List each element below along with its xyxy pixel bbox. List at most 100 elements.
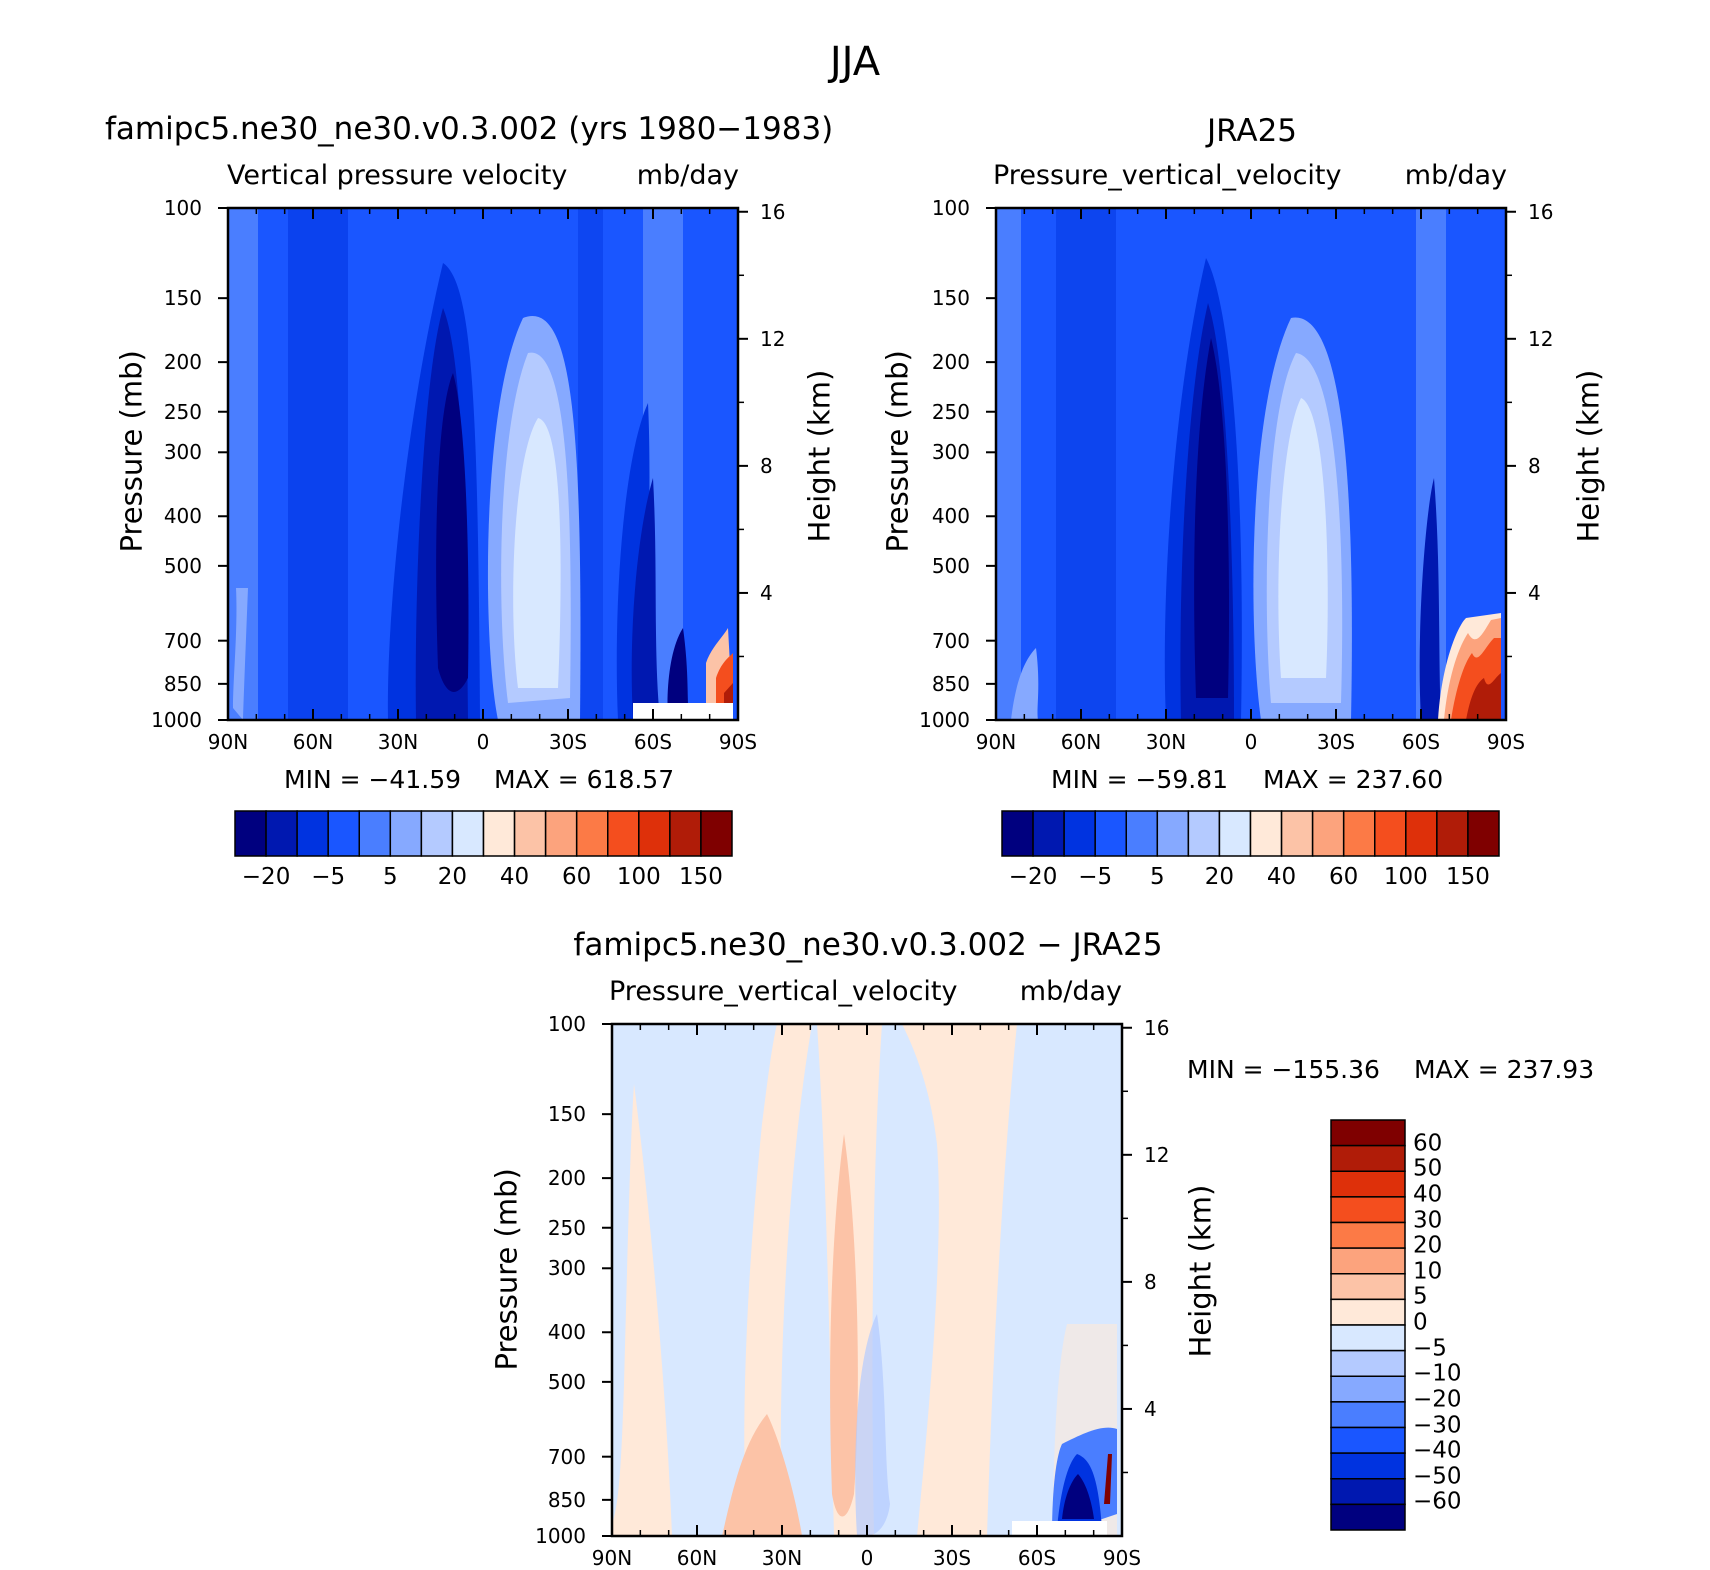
panel1-max-label: MAX = 618.57 xyxy=(494,765,675,794)
panel3-ytick-label: 1000 xyxy=(535,1524,586,1548)
panel1-contour-13 xyxy=(667,628,690,720)
panel3-colorbar-swatch-5 xyxy=(1330,1247,1406,1275)
panel2-xtick-label: 60N xyxy=(1060,730,1102,754)
panel3-title: famipc5.ne30_ne30.v0.3.002 − JRA25 xyxy=(573,927,1163,963)
panel2-colorbar-label: 40 xyxy=(1266,864,1297,890)
panel2-colorbar-label: −20 xyxy=(1008,864,1058,890)
panel3-ytick-label: 500 xyxy=(547,1369,586,1394)
panel2-colorbar-swatch-8 xyxy=(1249,810,1283,857)
panel1-contour-10 xyxy=(513,418,561,688)
panel1-colorbar-label: 5 xyxy=(382,864,398,890)
panel1-colorbar-swatch-3 xyxy=(327,810,360,857)
panel1-xtick-label: 60N xyxy=(292,730,334,754)
panel1-xtick-label: 90N xyxy=(207,730,249,754)
panel1-ytick-label: 700 xyxy=(163,628,202,653)
panel3-ytick-label: 150 xyxy=(547,1102,586,1127)
panel1-ytick-label: 400 xyxy=(163,504,202,529)
panel3-colorbar-label: 40 xyxy=(1413,1181,1443,1208)
panel1-colorbar-swatch-10 xyxy=(544,810,578,857)
panel3-colorbar-label: 30 xyxy=(1413,1207,1443,1233)
panel2-contour-14 xyxy=(1466,673,1501,720)
panel1-ytick-label: 100 xyxy=(163,196,202,220)
panel1-colorbar-swatch-8 xyxy=(482,810,516,857)
panel1-contour-17 xyxy=(633,703,733,720)
panel2-colorbar-label: 20 xyxy=(1204,864,1235,890)
panel3-yrtick-label: 8 xyxy=(1144,1269,1157,1294)
panel1-xtick-label: 30N xyxy=(377,730,419,754)
panel2-subtitle-right: mb/day xyxy=(1404,160,1507,191)
panel1-subtitle-right: mb/day xyxy=(636,160,739,191)
panel3-xtick-label: 30S xyxy=(932,1546,972,1570)
panel3-colorbar-swatch-10 xyxy=(1330,1375,1406,1403)
panel1-min-label: MIN = −41.59 xyxy=(284,765,462,794)
panel1-colorbar-swatch-7 xyxy=(451,810,485,857)
panel2-y-axis-label: Pressure (mb) xyxy=(880,350,915,553)
panel3-ytick-label: 850 xyxy=(547,1487,586,1512)
panel1-colorbar-swatch-9 xyxy=(513,810,547,857)
panel3-colorbar-swatch-9 xyxy=(1330,1349,1406,1377)
panel2-colorbar-swatch-14 xyxy=(1436,810,1469,857)
panel2-colorbar-swatch-13 xyxy=(1405,810,1438,857)
panel2-colorbar-label: 100 xyxy=(1383,864,1428,890)
panel2-colorbar-swatch-12 xyxy=(1374,810,1407,857)
panel2-contour-6 xyxy=(1194,338,1230,698)
panel1-plot xyxy=(218,206,748,722)
panel3-colorbar-label: 20 xyxy=(1413,1232,1443,1259)
panel2-ytick-label: 100 xyxy=(931,196,970,220)
panel2-max-label: MAX = 237.60 xyxy=(1263,765,1444,794)
panel3-ytick-label: 700 xyxy=(547,1444,586,1469)
panel3-colorbar-swatch-13 xyxy=(1330,1452,1406,1480)
panel2-colorbar-swatch-3 xyxy=(1094,810,1127,857)
panel1-ytick-label: 1000 xyxy=(151,708,202,732)
panel2-ytick-label: 200 xyxy=(931,350,970,375)
panel1-colorbar-swatch-15 xyxy=(700,810,733,857)
panel1-ytick-label: 250 xyxy=(163,399,202,424)
panel3-colorbar-label: 50 xyxy=(1413,1155,1443,1182)
panel2-contour-2 xyxy=(996,208,1021,720)
panel1-ytick-label: 500 xyxy=(163,553,202,578)
panel3-contour-11 xyxy=(1104,1454,1112,1504)
panel2-colorbar-swatch-5 xyxy=(1156,810,1190,857)
panel3-yrtick-label: 12 xyxy=(1144,1142,1170,1167)
panel3-xtick-label: 30N xyxy=(761,1546,803,1570)
panel3-colorbar-label: −60 xyxy=(1413,1488,1462,1515)
panel2-ytick-label: 1000 xyxy=(919,708,970,732)
panel1-colorbar-swatch-11 xyxy=(575,810,609,857)
panel2-contour-0 xyxy=(1056,208,1116,720)
panel2-ytick-label: 850 xyxy=(931,671,970,696)
panel3-colorbar-swatch-14 xyxy=(1330,1478,1406,1506)
panel2-ytick-label: 150 xyxy=(931,286,970,311)
panel2-colorbar-swatch-1 xyxy=(1032,810,1065,857)
panel1-yrtick-label: 4 xyxy=(760,580,773,605)
panel2-contour-10 xyxy=(1419,478,1441,720)
panel1-contour-3 xyxy=(578,208,603,720)
panel1-colorbar-swatch-13 xyxy=(638,810,671,857)
panel3-contour-3 xyxy=(902,1024,1017,1536)
panel2-title: JRA25 xyxy=(1206,113,1298,149)
panel2-colorbar-swatch-10 xyxy=(1311,810,1345,857)
panel1-y-axis-label: Pressure (mb) xyxy=(114,350,149,553)
panel1-colorbar-swatch-1 xyxy=(265,810,298,857)
panel3-colorbar-label: −10 xyxy=(1413,1360,1462,1387)
panel2-contour-9 xyxy=(1278,398,1328,678)
panel2-xtick-label: 60S xyxy=(1401,730,1441,754)
figure-title: JJA xyxy=(829,39,881,85)
panel2-colorbar-swatch-6 xyxy=(1187,810,1221,857)
panel2-colorbar-label: 60 xyxy=(1329,864,1359,890)
panel3-contour-0 xyxy=(612,1084,672,1536)
panel3-contour-7 xyxy=(855,1314,890,1536)
panel3-plot xyxy=(602,1022,1132,1538)
panel2-colorbar xyxy=(1001,810,1500,857)
panel1-colorbar-label: 60 xyxy=(562,864,592,890)
panel1-yrtick-label: 8 xyxy=(760,453,773,478)
panel3-subtitle-left: Pressure_vertical_velocity xyxy=(609,976,958,1007)
panel3-y-axis-label: Pressure (mb) xyxy=(489,1168,524,1371)
panel3-colorbar xyxy=(1330,1119,1406,1531)
panel1-ytick-label: 300 xyxy=(163,440,202,465)
panel3-ytick-label: 400 xyxy=(547,1320,586,1345)
panel1-xtick-label: 0 xyxy=(476,730,490,754)
panel1-xtick-label: 30S xyxy=(548,730,588,754)
panel3-colorbar-label: 0 xyxy=(1413,1309,1428,1336)
panel2-xtick-label: 0 xyxy=(1244,730,1258,754)
panel3-ytick-label: 300 xyxy=(547,1256,586,1281)
